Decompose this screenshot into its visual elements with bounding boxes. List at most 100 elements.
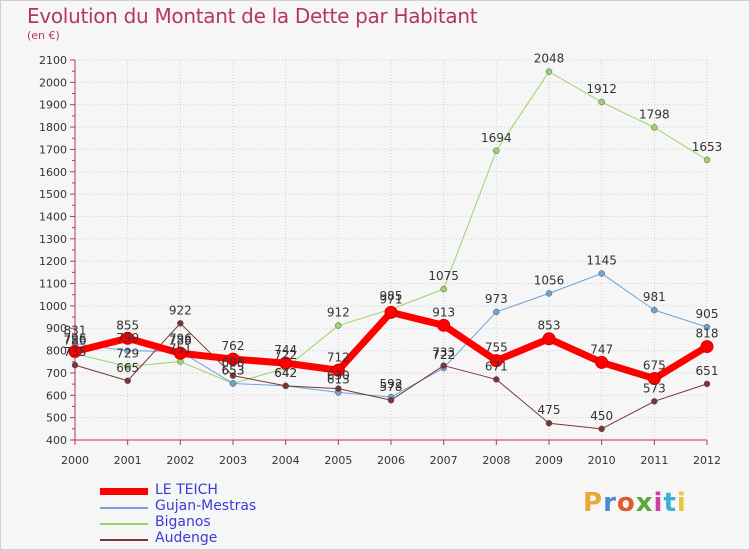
chart-title: Evolution du Montant de la Dette par Hab…	[27, 4, 478, 28]
data-point-audenge	[493, 376, 500, 383]
data-point-le-teich	[489, 354, 503, 368]
data-label-gujan-mestras: 973	[485, 292, 508, 306]
x-tick-label: 2005	[324, 454, 352, 467]
data-point-gujan-mestras	[545, 290, 553, 297]
y-tick-label: 700	[46, 367, 67, 380]
data-label-biganos: 653	[222, 363, 245, 377]
logo-letter: x	[635, 488, 654, 518]
legend-label-le-teich: LE TEICH	[155, 482, 218, 498]
x-tick-label: 2003	[219, 454, 247, 467]
y-tick-label: 1700	[39, 143, 67, 156]
data-point-le-teich	[595, 355, 609, 369]
data-point-gujan-mestras	[229, 380, 237, 387]
data-point-le-teich	[173, 346, 187, 360]
data-label-biganos: 729	[116, 346, 139, 360]
legend-swatch-gujan-mestras	[100, 507, 148, 509]
data-label-audenge: 735	[64, 345, 87, 359]
data-point-biganos	[493, 147, 500, 155]
y-tick-label: 2000	[39, 76, 67, 89]
y-tick-label: 1000	[39, 300, 67, 313]
data-label-audenge: 630	[327, 369, 350, 383]
data-label-le-teich: 855	[116, 318, 139, 332]
data-point-le-teich	[384, 305, 398, 319]
legend-swatch-le-teich	[100, 488, 148, 495]
data-point-audenge	[545, 419, 553, 427]
data-point-audenge	[124, 377, 131, 385]
data-label-biganos: 1694	[481, 131, 512, 145]
proxiti-logo: Proxiti	[583, 488, 687, 518]
data-label-audenge: 475	[538, 403, 561, 417]
y-tick-label: 1200	[39, 255, 67, 268]
data-label-le-teich: 796	[64, 331, 87, 345]
data-point-le-teich	[279, 356, 293, 370]
data-point-le-teich	[68, 344, 82, 358]
logo-letter: i	[653, 488, 664, 518]
legend-label-audenge: Audenge	[155, 530, 218, 546]
data-label-gujan-mestras: 613	[327, 372, 350, 386]
data-label-gujan-mestras: 1145	[586, 253, 617, 267]
data-point-audenge	[282, 382, 289, 390]
data-label-le-teich: 971	[380, 292, 403, 306]
x-tick-label: 2006	[377, 454, 405, 467]
data-label-biganos: 751	[169, 342, 192, 356]
y-tick-label: 500	[46, 412, 67, 425]
data-point-audenge	[229, 372, 237, 379]
data-label-audenge: 671	[485, 359, 508, 373]
x-tick-label: 2009	[535, 454, 563, 467]
x-tick-label: 2001	[114, 454, 142, 467]
legend-label-gujan-mestras: Gujan-Mestras	[155, 498, 257, 514]
data-point-audenge	[71, 361, 79, 369]
data-label-biganos: 1075	[428, 269, 459, 283]
data-label-audenge: 573	[643, 381, 666, 395]
data-point-le-teich	[121, 331, 135, 345]
data-label-audenge: 688	[222, 356, 245, 370]
data-label-biganos: 2048	[534, 52, 565, 66]
logo-letter: o	[616, 488, 636, 518]
data-label-gujan-mestras: 653	[222, 363, 245, 377]
data-point-audenge	[703, 380, 711, 388]
data-label-audenge: 450	[590, 409, 613, 423]
data-point-le-teich	[437, 318, 451, 332]
data-point-gujan-mestras	[493, 308, 500, 316]
x-tick-label: 2011	[640, 454, 668, 467]
data-label-le-teich: 755	[485, 341, 508, 355]
data-label-gujan-mestras: 796	[169, 331, 192, 345]
data-label-gujan-mestras: 1056	[534, 273, 565, 287]
data-label-le-teich: 675	[643, 359, 666, 373]
data-point-biganos	[335, 322, 342, 329]
data-point-audenge	[651, 398, 658, 405]
y-tick-label: 600	[46, 389, 67, 402]
x-tick-label: 2008	[482, 454, 510, 467]
legend-swatch-biganos	[100, 523, 148, 525]
data-label-le-teich: 788	[169, 333, 192, 347]
data-label-le-teich: 747	[590, 342, 613, 356]
x-tick-label: 2000	[61, 454, 89, 467]
data-point-le-teich	[226, 352, 240, 366]
logo-letter: t	[663, 488, 677, 518]
data-point-biganos	[124, 363, 131, 370]
data-label-le-teich: 712	[327, 350, 350, 364]
data-label-audenge: 733	[432, 346, 455, 360]
data-point-gujan-mestras	[124, 347, 131, 355]
x-tick-label: 2007	[430, 454, 458, 467]
y-tick-label: 1500	[39, 188, 67, 201]
x-tick-label: 2012	[693, 454, 721, 467]
data-point-biganos	[440, 285, 447, 293]
logo-letter: r	[603, 488, 617, 518]
data-label-biganos: 1912	[586, 82, 617, 96]
data-point-audenge	[177, 320, 184, 327]
y-tick-label: 900	[46, 322, 67, 335]
y-tick-label: 1400	[39, 210, 67, 223]
data-point-gujan-mestras	[598, 270, 605, 277]
legend-swatch-audenge	[100, 539, 148, 541]
data-label-le-teich: 913	[432, 305, 455, 319]
data-point-le-teich	[542, 332, 556, 346]
data-label-biganos: 985	[380, 289, 403, 303]
data-label-le-teich: 744	[274, 343, 297, 357]
x-tick-label: 2002	[166, 454, 194, 467]
data-point-gujan-mestras	[703, 323, 711, 331]
x-tick-label: 2010	[588, 454, 616, 467]
data-point-audenge	[440, 362, 447, 369]
data-point-audenge	[335, 385, 342, 392]
